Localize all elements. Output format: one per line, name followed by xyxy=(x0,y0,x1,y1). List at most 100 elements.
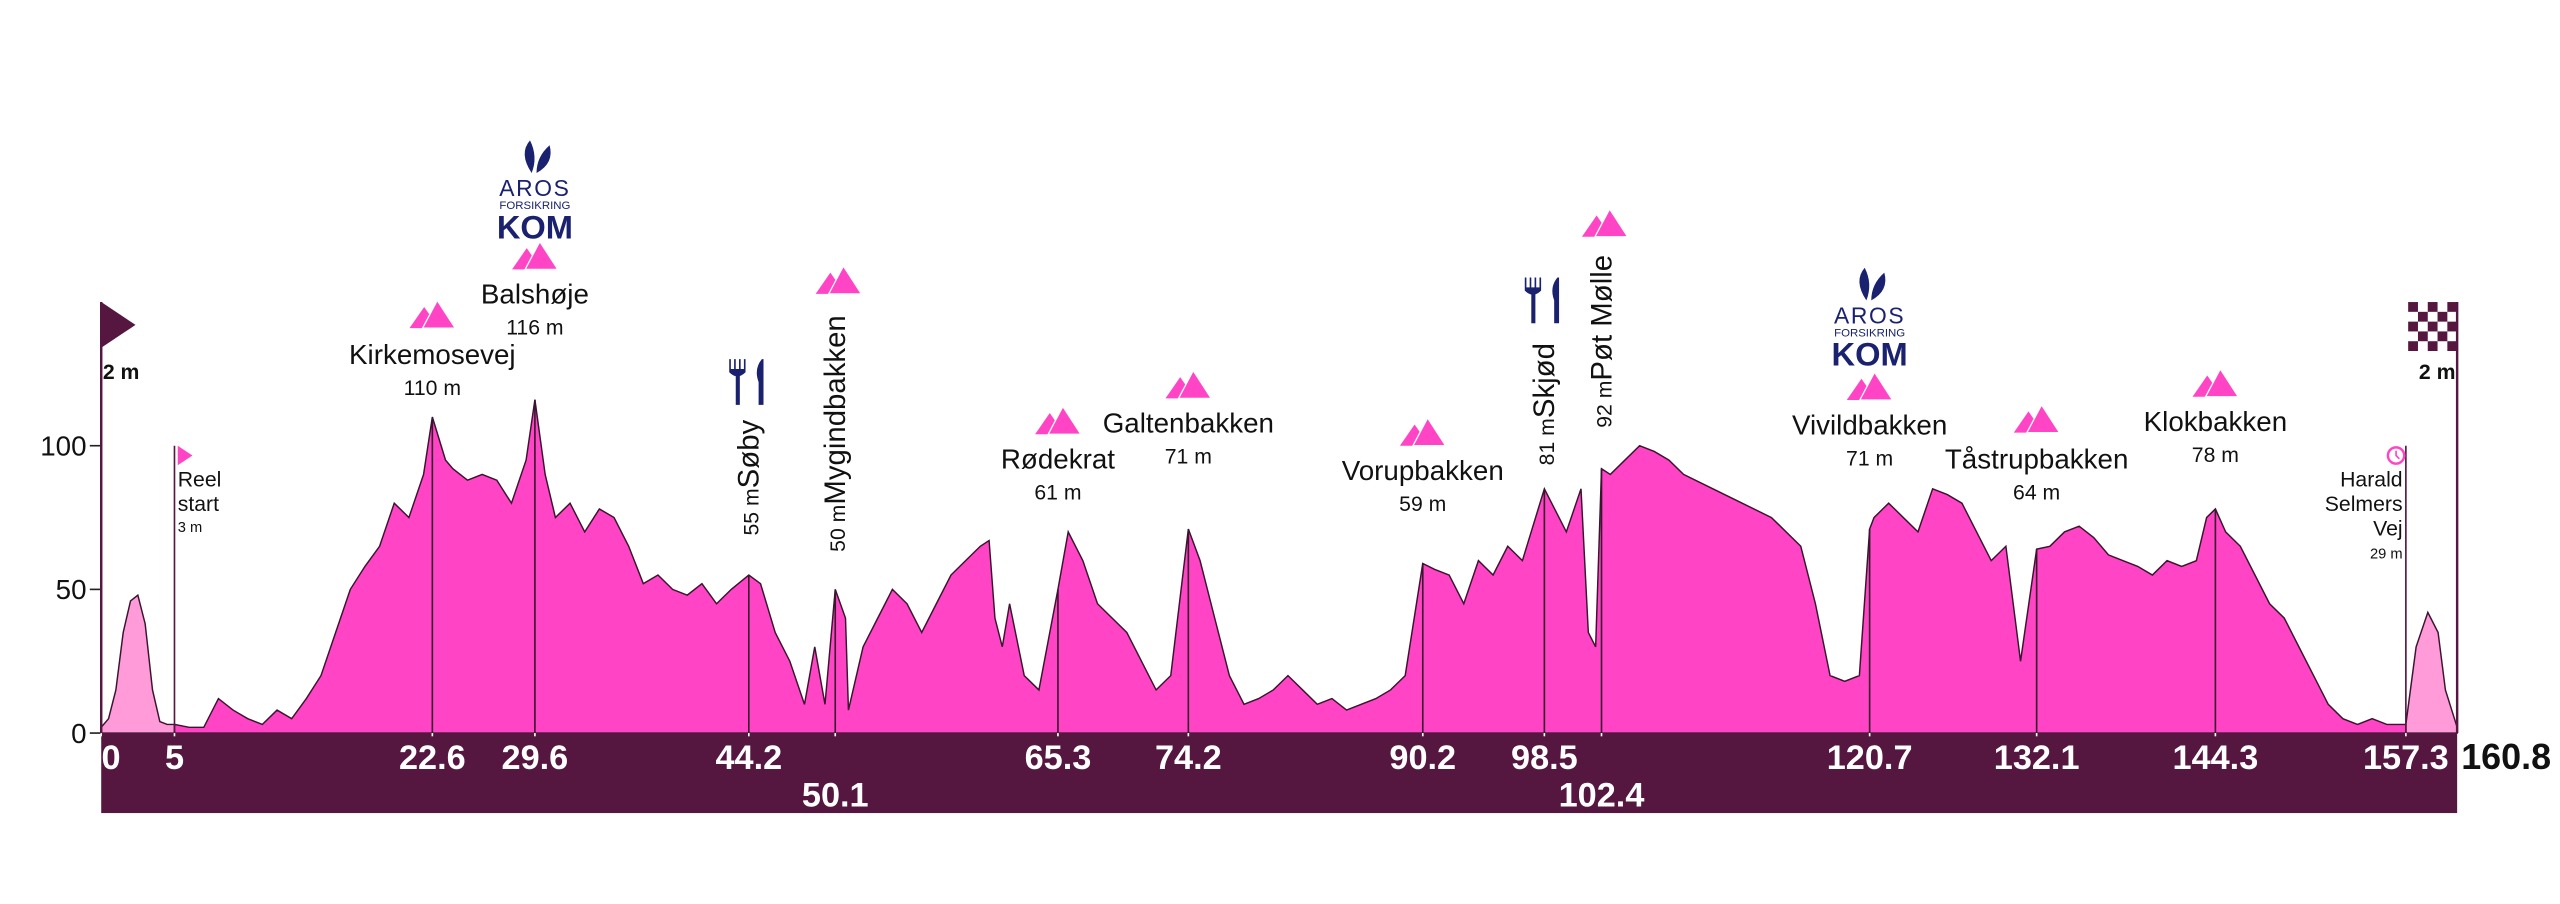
y-tick-label: 0 xyxy=(71,718,86,749)
climb-elevation: 110 m xyxy=(404,377,461,400)
mountain-icon xyxy=(827,264,863,295)
mountain-icon xyxy=(1177,369,1213,400)
mountain-icon xyxy=(421,299,457,329)
climb-name: Vorupbakken xyxy=(1342,455,1504,486)
mountain-icon xyxy=(524,240,559,271)
climb-elevation: 92 m xyxy=(1593,381,1616,428)
x-tick-label: 74.2 xyxy=(1155,739,1222,777)
finish-elevation: 2 m xyxy=(2419,361,2456,384)
y-tick-label: 50 xyxy=(56,574,87,605)
feed-zone-icon xyxy=(1524,277,1560,324)
kom-leaf xyxy=(1859,267,1870,301)
km-band xyxy=(101,733,2458,814)
kom-logo-text: AROS xyxy=(499,175,570,201)
clock-icon xyxy=(2386,446,2406,465)
reel-start-label: start xyxy=(178,493,219,516)
start-flag xyxy=(101,302,136,348)
elevation-area xyxy=(100,593,176,734)
climb-elevation: 61 m xyxy=(1034,482,1081,505)
finish-flag-square xyxy=(2447,341,2458,352)
climb-name: Skjød xyxy=(1528,343,1561,418)
finish-point-elevation: 29 m xyxy=(2370,546,2403,562)
climb-elevation: 116 m xyxy=(506,317,563,340)
finish-point-label: Selmers xyxy=(2325,493,2403,516)
x-tick-label: 98.5 xyxy=(1511,739,1578,777)
kom-leaf xyxy=(1871,272,1886,301)
mountain-icon xyxy=(1593,207,1629,238)
climb-name: Tåstrupbakken xyxy=(1945,444,2129,475)
climb-elevation: 81 m xyxy=(1536,418,1559,465)
climb-elevation: 59 m xyxy=(1399,493,1446,516)
x-tick-label: 102.4 xyxy=(1559,777,1645,815)
fork-head xyxy=(729,359,746,377)
x-tick-label: 44.2 xyxy=(715,739,782,777)
x-tick-label: 0 xyxy=(101,739,120,777)
climb-elevation: 71 m xyxy=(1165,446,1212,469)
x-tick-label: 132.1 xyxy=(1994,739,2080,777)
finish-flag-square xyxy=(2437,311,2448,322)
finish-flag-square xyxy=(2408,321,2418,332)
finish-flag-square xyxy=(2447,302,2458,312)
climb-elevation: 50 m xyxy=(827,505,850,552)
finish-point-label: Vej xyxy=(2373,518,2403,541)
fork-handle xyxy=(735,373,740,405)
climb-name: Kirkemosevej xyxy=(349,339,516,370)
climb-name: Søby xyxy=(733,419,766,488)
climb-elevation: 55 m xyxy=(741,488,764,535)
climb-label: 50 mMyg­indbakken xyxy=(819,315,852,552)
kom-logo-text: KOM xyxy=(497,208,573,245)
reel-start-label: Reel xyxy=(178,469,222,492)
climb-name: Rødekrat xyxy=(1001,444,1115,475)
kom-logo-text: FORSIKRING xyxy=(1834,327,1905,339)
finish-flag-square xyxy=(2427,321,2438,332)
climb-name: Vivildbakken xyxy=(1792,409,1947,440)
x-tick-label: 5 xyxy=(165,739,184,777)
kom-leaf xyxy=(524,140,535,174)
feed-zone-icon xyxy=(729,359,764,405)
x-tick-label: 144.3 xyxy=(2173,739,2259,777)
reel-start-flag xyxy=(177,445,193,466)
fork-head xyxy=(1524,277,1542,295)
x-tick-label: 22.6 xyxy=(399,739,466,777)
x-tick-label: 50.1 xyxy=(802,777,869,815)
climb-name: Klokbakken xyxy=(2144,406,2287,437)
mountain-icon xyxy=(1411,416,1447,447)
climb-name: Myg­indbakken xyxy=(819,315,852,504)
climb-name: Pøt Mølle xyxy=(1585,255,1618,381)
finish-flag-square xyxy=(2408,341,2418,352)
climb-name: Balshøje xyxy=(481,279,589,310)
kom-leaf xyxy=(536,145,551,174)
finish-flag-square xyxy=(2427,302,2438,312)
knife xyxy=(756,359,764,405)
climb-name: Galtenbakken xyxy=(1103,408,1274,439)
mountain-icon xyxy=(1047,405,1083,435)
climb-label: 81 mSkjød xyxy=(1528,343,1561,465)
kom-logo-text: KOM xyxy=(1832,336,1908,373)
elevation-area xyxy=(173,399,2407,734)
kom-logo-text: FORSIKRING xyxy=(499,200,570,212)
x-tick-label: 65.3 xyxy=(1025,739,1092,777)
mountain-icon xyxy=(2025,403,2061,434)
finish-flag-square xyxy=(2408,302,2418,312)
finish-flag-square xyxy=(2427,341,2438,352)
clock-hand xyxy=(2395,450,2400,460)
x-tick-label: 90.2 xyxy=(1389,739,1456,777)
x-tick-label: 120.7 xyxy=(1827,739,1913,777)
x-tick-label: 157.3 xyxy=(2363,739,2449,777)
climb-label: 55 mSøby xyxy=(733,419,766,535)
climb-elevation: 71 m xyxy=(1846,447,1893,470)
x-tick-label: 29.6 xyxy=(502,739,569,777)
finish-flag-square xyxy=(2417,311,2428,322)
knife xyxy=(1552,277,1560,324)
mountain-icon xyxy=(1858,370,1894,401)
fork-handle xyxy=(1531,292,1536,324)
reel-start-elevation: 3 m xyxy=(178,520,202,536)
finish-flag-square xyxy=(2447,321,2458,332)
climb-elevation: 78 m xyxy=(2192,444,2239,467)
finish-point-label: Harald xyxy=(2340,469,2403,492)
y-tick-label: 100 xyxy=(40,431,86,462)
finish-flag-square xyxy=(2417,331,2428,342)
elevation-area xyxy=(2405,610,2458,734)
